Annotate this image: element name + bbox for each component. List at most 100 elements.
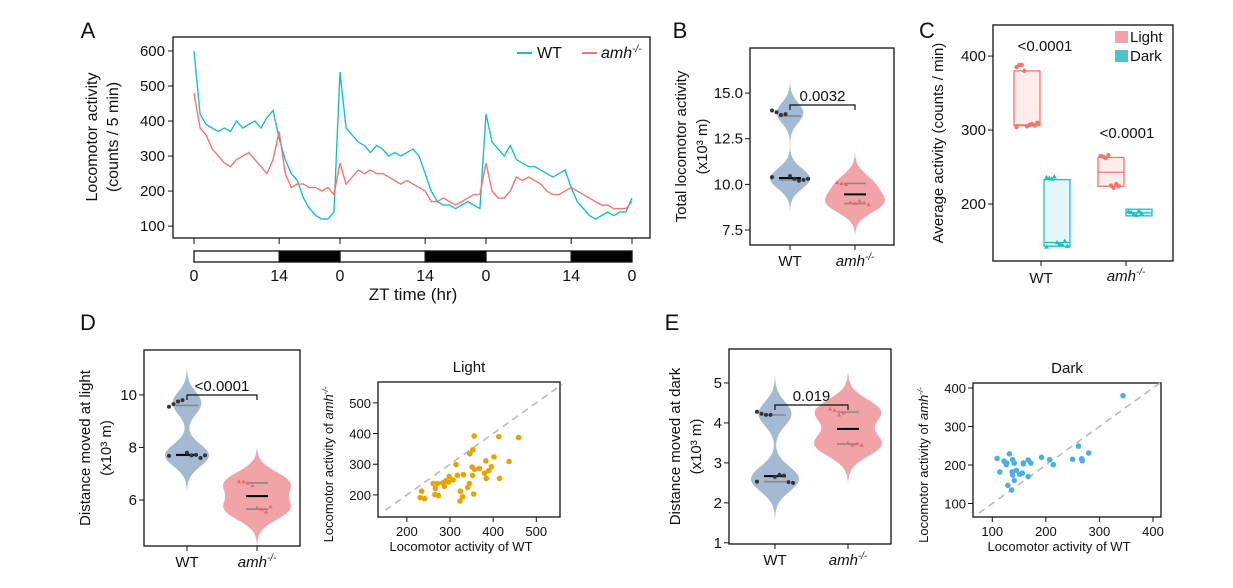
p-value-label: <0.0001 bbox=[195, 378, 250, 395]
y-axis-label-unit: (x10³ m) bbox=[688, 419, 705, 475]
data-point bbox=[792, 176, 797, 181]
data-point bbox=[836, 412, 842, 417]
legend-label-wt: WT bbox=[537, 45, 562, 62]
series-line-wt bbox=[193, 50, 633, 220]
data-point bbox=[788, 174, 792, 179]
data-point bbox=[254, 505, 260, 510]
y-tick-label: 2 bbox=[714, 495, 722, 512]
y-tick-label: 500 bbox=[140, 78, 165, 95]
x-tick-label: 400 bbox=[482, 524, 504, 539]
data-point bbox=[1054, 239, 1060, 245]
data-point bbox=[1136, 208, 1142, 213]
x-axis-label: Locomotor activity of WT bbox=[389, 539, 532, 554]
y-axis-label-italic: amh bbox=[916, 395, 931, 420]
data-point bbox=[759, 411, 764, 416]
legend-label-amh: amh-/- bbox=[601, 44, 642, 62]
scatter-point bbox=[483, 458, 489, 464]
data-point bbox=[180, 398, 185, 403]
data-point bbox=[782, 473, 786, 478]
scatter-point bbox=[476, 465, 483, 472]
data-point bbox=[777, 472, 782, 477]
scatter-point bbox=[1005, 482, 1011, 489]
plot-frame bbox=[377, 381, 561, 518]
y-tick-label: 400 bbox=[944, 381, 966, 396]
scatter-point bbox=[515, 434, 522, 441]
y-tick-label: 200 bbox=[140, 183, 165, 200]
data-point bbox=[1051, 174, 1057, 179]
scatter-point bbox=[470, 447, 476, 453]
data-point bbox=[768, 412, 773, 417]
data-point bbox=[1059, 242, 1065, 247]
scatter-point bbox=[430, 480, 437, 487]
x-tick-label-amh-superscript: -/- bbox=[1136, 267, 1146, 278]
y-tick-label: 200 bbox=[944, 458, 966, 473]
y-tick-label: 400 bbox=[961, 48, 986, 65]
panel-c: C 200 300 400 Average activity (counts / min… bbox=[919, 18, 1174, 287]
plot-frame bbox=[972, 382, 1162, 518]
y-axis-label: Locomotor activity of amh-/- bbox=[916, 387, 931, 543]
data-point bbox=[827, 406, 833, 411]
x-tick-label: 300 bbox=[439, 524, 461, 539]
x-tick-label: 14 bbox=[562, 268, 580, 285]
y-axis-label-unit: (x10³ m) bbox=[694, 119, 711, 175]
y-tick-label: 6 bbox=[129, 492, 137, 509]
panel-e: E 1 2 3 4 5 Distance moved at dark (x10³ m) WT am… bbox=[665, 310, 892, 569]
scatter-point bbox=[1069, 456, 1076, 463]
plot-frame bbox=[992, 24, 1174, 262]
data-point bbox=[171, 402, 176, 407]
data-point bbox=[1044, 244, 1050, 249]
scatter-point bbox=[446, 473, 452, 480]
x-tick-label: 0 bbox=[190, 268, 199, 285]
x-tick-label: 0 bbox=[482, 268, 491, 285]
dark-phase-bar bbox=[570, 250, 633, 263]
scatter-point bbox=[1019, 470, 1026, 476]
plot-frame bbox=[728, 348, 892, 545]
x-tick-label-wt: WT bbox=[1029, 270, 1052, 287]
scatter-point bbox=[421, 495, 428, 502]
scatter-point bbox=[486, 467, 492, 474]
y-tick-label: 12.5 bbox=[714, 131, 743, 148]
legend-swatch-light bbox=[1115, 31, 1128, 43]
scatter-point bbox=[1009, 472, 1016, 478]
data-point bbox=[755, 479, 759, 484]
data-point bbox=[1062, 238, 1068, 243]
scatter-point bbox=[450, 477, 456, 483]
scatter-point bbox=[496, 475, 503, 482]
data-point bbox=[1049, 176, 1055, 181]
data-point bbox=[806, 176, 810, 181]
y-tick-label: 300 bbox=[944, 420, 966, 435]
y-tick-label: 10.0 bbox=[714, 176, 743, 193]
data-point bbox=[773, 474, 777, 479]
data-point bbox=[1064, 243, 1070, 249]
data-point bbox=[194, 452, 198, 457]
identity-reference-line bbox=[978, 381, 1162, 514]
x-tick-label: 14 bbox=[270, 268, 288, 285]
panel-d: D 6 8 10 Distance moved at light (x10³ m) WT am… bbox=[77, 310, 301, 571]
y-axis-label-text: Locomotor activity of bbox=[916, 420, 931, 543]
scatter-point bbox=[1046, 456, 1053, 463]
data-point bbox=[779, 113, 783, 118]
scatter-point bbox=[483, 475, 490, 482]
data-point bbox=[845, 440, 851, 445]
x-tick-label: 200 bbox=[1035, 524, 1057, 539]
scatter-point bbox=[1003, 460, 1010, 466]
data-point bbox=[203, 453, 207, 458]
scatter-point bbox=[417, 494, 424, 501]
series-line-amh bbox=[193, 92, 633, 210]
x-tick-label-wt: WT bbox=[175, 554, 198, 571]
y-tick-label: 300 bbox=[961, 122, 986, 139]
data-point bbox=[1111, 185, 1116, 190]
y-tick-label: 400 bbox=[140, 113, 165, 130]
data-point bbox=[852, 201, 858, 206]
scatter-point bbox=[466, 480, 473, 487]
legend-swatch-dark bbox=[1115, 50, 1128, 62]
x-tick-label: 14 bbox=[416, 268, 434, 285]
scatter-point bbox=[994, 455, 1000, 462]
data-point bbox=[770, 175, 774, 180]
legend-label-dark: Dark bbox=[1130, 48, 1162, 65]
data-point bbox=[786, 480, 791, 485]
scatter-point bbox=[471, 433, 477, 439]
y-tick-label: 300 bbox=[140, 148, 165, 165]
y-axis-label-superscript: -/- bbox=[916, 387, 925, 395]
data-point bbox=[1133, 212, 1139, 217]
